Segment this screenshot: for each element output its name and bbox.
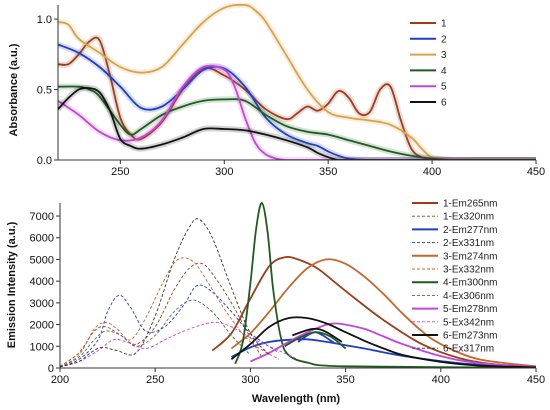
series-line-2-ex331nm <box>60 284 280 368</box>
series-line-1-ex320nm <box>60 262 263 367</box>
emission-y-tick-label: 4000 <box>30 276 54 288</box>
legend-label-2: 2 <box>441 34 447 45</box>
emission-y-tick-label: 2000 <box>30 320 54 332</box>
series-line-3-ex332nm <box>60 257 280 368</box>
legend-label-3-ex332nm: 3-Ex332nm <box>443 265 494 276</box>
emission-y-tick-label: 7000 <box>30 211 54 223</box>
legend-label-4-ex306nm: 4-Ex306nm <box>443 291 494 302</box>
emission-y-tick-label: 6000 <box>30 233 54 245</box>
absorbance-x-tick-label: 300 <box>215 166 233 178</box>
legend-label-5-em278nm: 5-Em278nm <box>443 304 497 315</box>
emission-x-tick-label: 450 <box>527 374 545 386</box>
absorbance-x-tick-label: 250 <box>111 166 129 178</box>
series-line-6-em273nm-shoulder <box>291 327 343 343</box>
series-line-4-em300nm-shoulder <box>284 331 347 350</box>
series-line-6-em273nm <box>230 316 536 368</box>
absorbance-series-layer <box>58 3 536 160</box>
legend-label-3-em274nm: 3-Em274nm <box>443 251 497 262</box>
series-line-3-em274nm <box>230 258 536 368</box>
absorbance-y-tick-label: 0.0 <box>37 155 52 167</box>
emission-x-tick-label: 250 <box>146 374 164 386</box>
emission-x-tick-label: 400 <box>432 374 450 386</box>
absorbance-x-tick-label: 450 <box>527 166 545 178</box>
legend-label-3: 3 <box>441 50 447 61</box>
legend-label-2-ex331nm: 2-Ex331nm <box>443 238 494 249</box>
legend-label-6: 6 <box>441 98 447 109</box>
absorbance-x-tick-label: 400 <box>423 166 441 178</box>
absorbance-x-tick-label: 350 <box>319 166 337 178</box>
emission-x-axis-title: Wavelength (nm) <box>252 393 341 405</box>
legend-label-6-em273nm: 6-Em273nm <box>443 331 497 342</box>
absorbance-y-axis-title: Absorbance (a.u.) <box>8 43 20 136</box>
emission-x-tick-label: 350 <box>336 374 354 386</box>
emission-legend: 1-Em265nm 1-Ex320nm 2-Em277nm 2-Ex331nm 3-Em… <box>412 199 497 355</box>
legend-label-4-em300nm: 4-Em300nm <box>443 278 497 289</box>
legend-label-1: 1 <box>441 19 447 30</box>
series-line-1-em265nm <box>211 256 536 368</box>
legend-label-1-em265nm: 1-Em265nm <box>443 199 497 210</box>
emission-y-tick-label: 1000 <box>30 341 54 353</box>
series-line-5-ex342nm <box>60 321 299 368</box>
emission-y-tick-label: 5000 <box>30 254 54 266</box>
absorbance-chart: 250 300 350 400 450 0.0 0.5 1.0 Absorbance (a.u… <box>8 3 545 178</box>
absorbance-legend: 1 2 3 4 5 6 <box>410 19 447 109</box>
series-line-6 <box>58 87 536 160</box>
series-line-5-em278nm <box>250 322 536 368</box>
emission-y-tick-label: 0 <box>48 363 54 375</box>
emission-y-tick-label: 3000 <box>30 298 54 310</box>
emission-chart: 200 250 300 350 400 450 0 1000 2000 3000 4000 5000 6… <box>6 199 545 406</box>
series-line-6-ex317nm <box>60 218 270 368</box>
legend-label-5-ex342nm: 5-Ex342nm <box>443 317 494 328</box>
series-line-3 <box>58 3 536 160</box>
legend-label-5: 5 <box>441 82 447 93</box>
emission-y-axis-title: Emission Intensity (a.u.) <box>6 221 18 348</box>
absorbance-axes: 250 300 350 400 450 0.0 0.5 1.0 <box>37 5 545 178</box>
emission-axes: 200 250 300 350 400 450 0 1000 2000 3000 4000 5000 6… <box>30 203 545 386</box>
series-line-1 <box>58 36 536 160</box>
emission-series-layer <box>60 202 536 368</box>
emission-x-tick-label: 300 <box>241 374 259 386</box>
emission-x-tick-label: 200 <box>51 374 69 386</box>
legend-label-1-ex320nm: 1-Ex320nm <box>443 212 494 223</box>
legend-label-4: 4 <box>441 66 447 77</box>
series-line-4-ex306nm <box>60 299 251 368</box>
absorbance-y-tick-label: 0.5 <box>37 85 52 97</box>
absorbance-y-tick-label: 1.0 <box>37 14 52 26</box>
legend-label-6-ex317nm: 6-Ex317nm <box>443 344 494 355</box>
series-line-4-em300nm <box>234 202 536 368</box>
legend-label-2-em277nm: 2-Em277nm <box>443 225 497 236</box>
series-line-4 <box>58 85 536 160</box>
